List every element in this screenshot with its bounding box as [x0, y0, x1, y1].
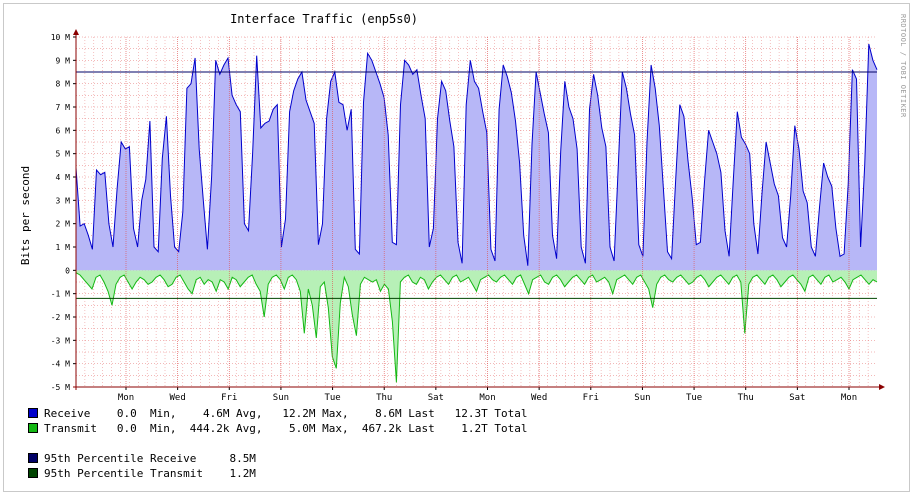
p95-receive-label: 95th Percentile Receive [44, 452, 203, 465]
x-tick-label: Tue [686, 393, 702, 403]
y-tick-label: 4 M [56, 173, 71, 182]
y-axis-arrow [73, 29, 79, 35]
x-tick-label: Mon [479, 393, 495, 403]
legend-p95-receive: 95th Percentile Receive 8.5M [28, 451, 256, 466]
transmit-swatch [28, 423, 38, 433]
receive-swatch [28, 408, 38, 418]
y-tick-label: -5 M [51, 383, 70, 392]
x-tick-label: Mon [841, 393, 857, 403]
receive-area [76, 44, 877, 271]
y-tick-label: -3 M [51, 336, 70, 345]
x-tick-label: Sun [273, 393, 289, 403]
y-tick-label: 2 M [56, 220, 71, 229]
y-tick-label: 10 M [51, 33, 70, 42]
p95-transmit-label: 95th Percentile Transmit [44, 467, 203, 480]
x-tick-label: Fri [221, 393, 237, 403]
traffic-chart: Mon Wed Fri Sun Tue Thu Sat Mon Wed Fri Sun Tue Thu S… [51, 29, 885, 403]
rrdtool-watermark: RRDTOOL / TOBI OETIKER [899, 14, 907, 118]
p95-transmit-value: 1.2M [202, 467, 256, 480]
y-tick-label: 0 [65, 266, 70, 275]
y-tick-label: 5 M [56, 150, 71, 159]
legend-p95-transmit: 95th Percentile Transmit 1.2M [28, 466, 256, 481]
x-tick-label: Thu [738, 393, 754, 403]
x-tick-label: Mon [118, 393, 134, 403]
x-tick-label: Sat [428, 393, 444, 403]
x-tick-label: Fri [583, 393, 599, 403]
y-tick-label: -2 M [51, 313, 70, 322]
legend-transmit: Transmit 0.0 Min, 444.2k Avg, 5.0M Max, … [28, 421, 527, 436]
transmit-stats: 0.0 Min, 444.2k Avg, 5.0M Max, 467.2k La… [96, 422, 528, 435]
x-tick-label: Sun [634, 393, 650, 403]
y-tick-label: 7 M [56, 103, 71, 112]
chart-title: Interface Traffic (enp5s0) [230, 12, 418, 26]
p95-receive-swatch [28, 453, 38, 463]
transmit-area [76, 270, 877, 383]
receive-label: Receive [44, 407, 97, 420]
graph-frame: Mon Wed Fri Sun Tue Thu Sat Mon Wed Fri Sun Tue Thu S… [3, 3, 910, 492]
p95-transmit-swatch [28, 468, 38, 478]
legend-receive: Receive 0.0 Min, 4.6M Avg, 12.2M Max, 8.… [28, 406, 527, 421]
y-tick-label: 9 M [56, 56, 71, 65]
y-axis-label: Bits per second [19, 165, 33, 266]
transmit-line [75, 272, 878, 383]
p95-receive-value: 8.5M [202, 452, 256, 465]
x-tick-label: Tue [324, 393, 340, 403]
y-tick-label: 3 M [56, 196, 71, 205]
y-tick-label: -4 M [51, 360, 70, 369]
y-tick-label: 8 M [56, 80, 71, 89]
y-tick-label: -1 M [51, 290, 70, 299]
x-tick-label: Wed [531, 393, 547, 403]
receive-line [75, 43, 878, 266]
receive-stats: 0.0 Min, 4.6M Avg, 12.2M Max, 8.6M Last … [96, 407, 528, 420]
x-tick-label: Wed [170, 393, 186, 403]
x-tick-label: Sat [789, 393, 805, 403]
y-tick-label: 1 M [56, 243, 71, 252]
x-tick-label: Thu [376, 393, 392, 403]
y-tick-label: 6 M [56, 126, 71, 135]
transmit-label: Transmit [44, 422, 97, 435]
x-axis-arrow [879, 384, 885, 390]
